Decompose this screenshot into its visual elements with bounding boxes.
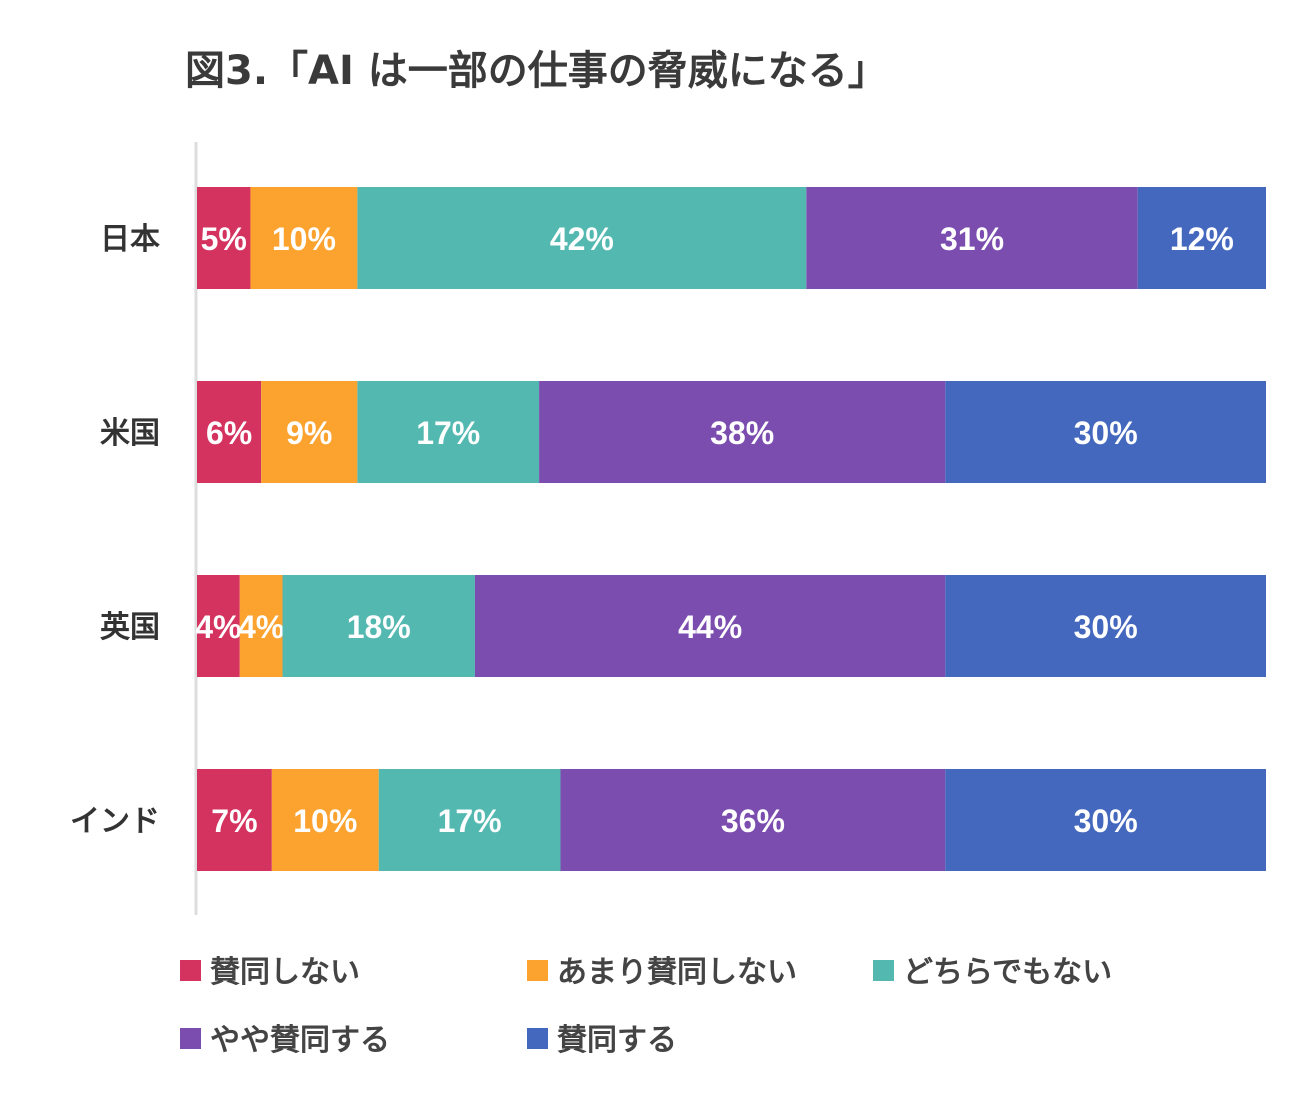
bar-segment — [357, 381, 540, 483]
data-label: 30% — [1074, 803, 1138, 839]
data-label: 4% — [238, 609, 284, 645]
bar-segment — [1137, 187, 1266, 289]
legend-swatch — [180, 1028, 201, 1049]
bar-segment — [250, 187, 358, 289]
bar-segment — [239, 575, 283, 677]
bar-segment — [261, 381, 358, 483]
data-label: 44% — [678, 609, 742, 645]
data-label: 10% — [293, 803, 357, 839]
data-label: 30% — [1074, 415, 1138, 451]
bar-segment — [474, 575, 946, 677]
category-label: インド — [70, 804, 160, 839]
legend-label: 賛同する — [557, 1023, 677, 1058]
legend-swatch — [873, 960, 894, 981]
bar-segment — [357, 187, 807, 289]
data-label: 6% — [206, 415, 252, 451]
bar-segment — [560, 769, 946, 871]
bar-segment — [806, 187, 1138, 289]
bar-segment — [945, 575, 1266, 677]
bar-segment — [378, 769, 561, 871]
data-label: 38% — [710, 415, 774, 451]
bar-segment — [539, 381, 946, 483]
data-label: 9% — [286, 415, 332, 451]
legend-swatch — [527, 960, 548, 981]
category-label: 英国 — [100, 610, 160, 645]
data-label: 5% — [201, 221, 247, 257]
data-label: 17% — [438, 803, 502, 839]
category-label: 日本 — [100, 222, 160, 257]
bar-segment — [282, 575, 475, 677]
bar-segment — [197, 575, 240, 677]
data-label: 7% — [211, 803, 257, 839]
data-label: 31% — [940, 221, 1004, 257]
data-label: 42% — [550, 221, 614, 257]
bar-segment — [197, 187, 251, 289]
legend-label: あまり賛同しない — [557, 955, 797, 990]
bar-segment — [197, 381, 262, 483]
data-label: 10% — [272, 221, 336, 257]
bar-segment — [271, 769, 379, 871]
data-label: 30% — [1074, 609, 1138, 645]
data-label: 4% — [195, 609, 241, 645]
category-label: 米国 — [100, 416, 160, 451]
data-label: 12% — [1170, 221, 1234, 257]
legend-label: やや賛同する — [210, 1023, 390, 1058]
data-label: 36% — [721, 803, 785, 839]
bar-segment — [197, 769, 272, 871]
legend-swatch — [180, 960, 201, 981]
data-label: 18% — [347, 609, 411, 645]
bars: 5% 10% 42% 31% 12% 6% 9% 17% 38% 30% 4%4% 18% 44% 30%… — [195, 187, 1266, 871]
chart-title: 図3.「AI は一部の仕事の脅威になる」 — [185, 48, 888, 94]
legend-swatch — [527, 1028, 548, 1049]
bar-segment — [945, 381, 1266, 483]
data-label: 17% — [416, 415, 480, 451]
legend-label: 賛同しない — [210, 955, 360, 990]
legend-label: どちらでもない — [903, 955, 1112, 990]
bar-segment — [945, 769, 1266, 871]
